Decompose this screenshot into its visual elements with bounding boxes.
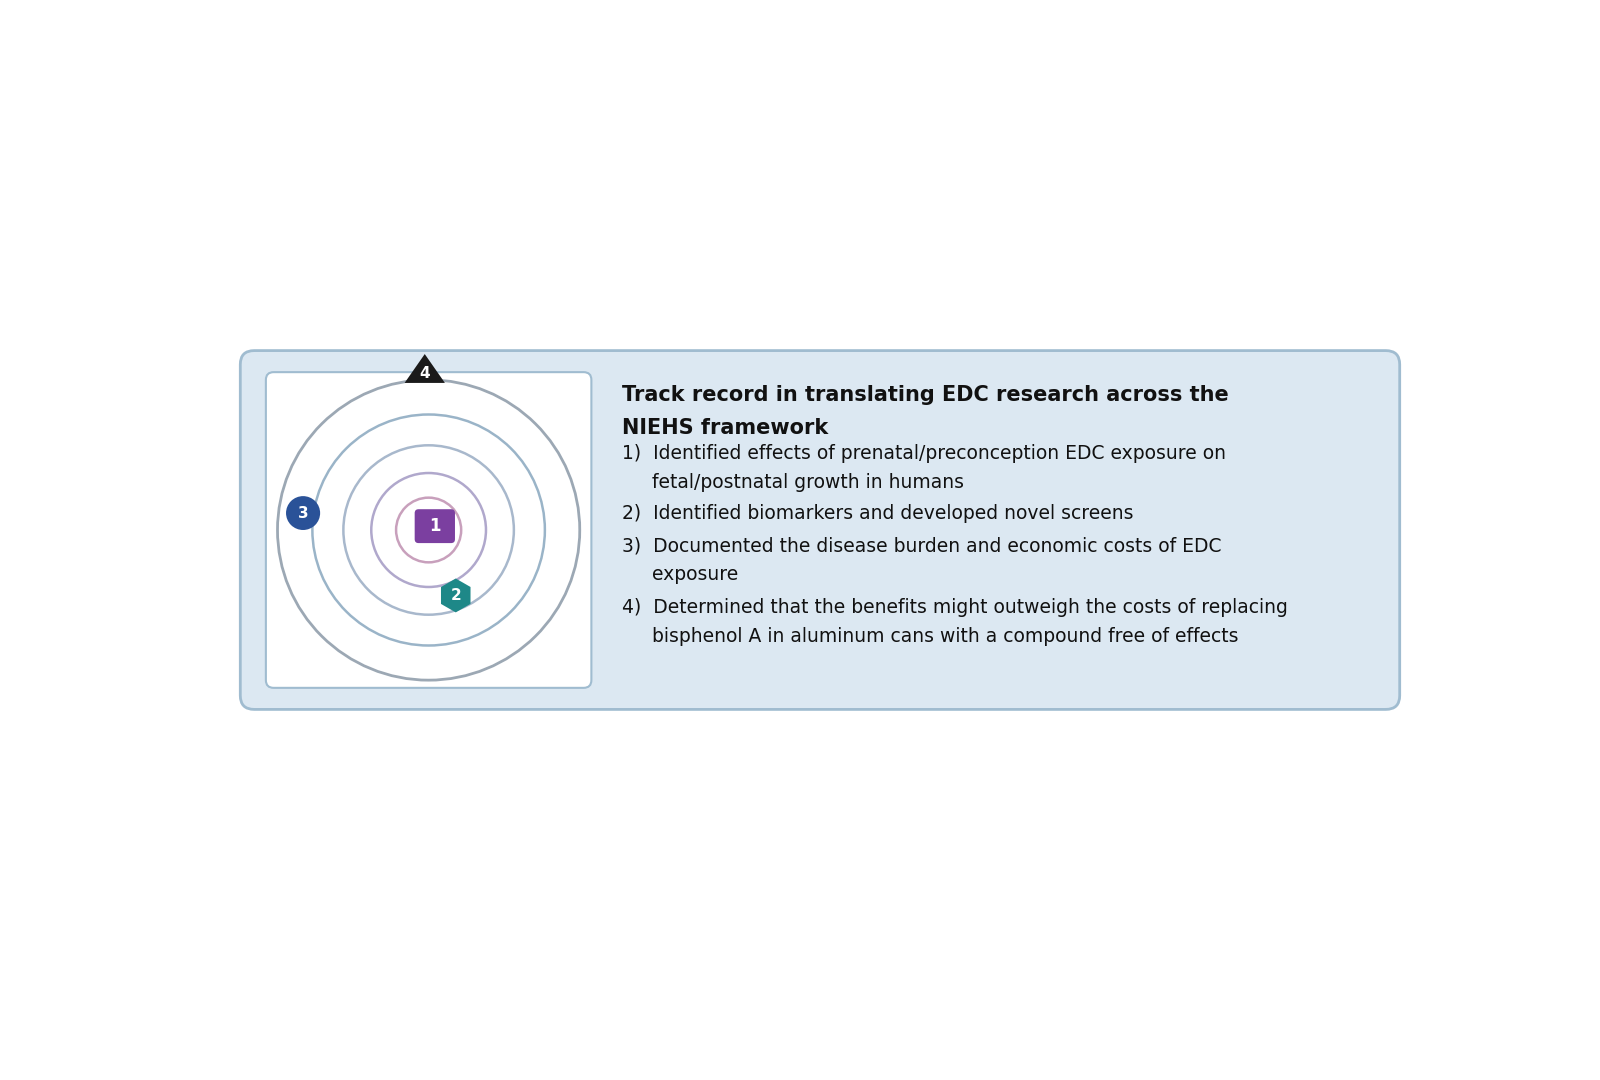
Text: 4)  Determined that the benefits might outweigh the costs of replacing: 4) Determined that the benefits might ou… (622, 597, 1288, 617)
Text: 1: 1 (429, 517, 440, 536)
Text: fetal/postnatal growth in humans: fetal/postnatal growth in humans (622, 473, 965, 492)
Text: bisphenol A in aluminum cans with a compound free of effects: bisphenol A in aluminum cans with a comp… (622, 627, 1238, 646)
Circle shape (286, 496, 320, 530)
Text: exposure: exposure (622, 566, 739, 584)
Polygon shape (442, 579, 470, 612)
Text: Track record in translating EDC research across the: Track record in translating EDC research… (622, 386, 1229, 405)
Text: 3)  Documented the disease burden and economic costs of EDC: 3) Documented the disease burden and eco… (622, 536, 1222, 555)
Text: 2: 2 (450, 588, 461, 603)
Text: 2)  Identified biomarkers and developed novel screens: 2) Identified biomarkers and developed n… (622, 503, 1134, 523)
FancyBboxPatch shape (240, 351, 1400, 710)
Text: NIEHS framework: NIEHS framework (622, 418, 829, 437)
FancyBboxPatch shape (414, 509, 454, 543)
Text: 3: 3 (298, 505, 309, 521)
Text: 4: 4 (419, 366, 430, 381)
FancyBboxPatch shape (266, 373, 592, 688)
Polygon shape (405, 354, 445, 383)
Text: 1)  Identified effects of prenatal/preconception EDC exposure on: 1) Identified effects of prenatal/precon… (622, 444, 1226, 462)
